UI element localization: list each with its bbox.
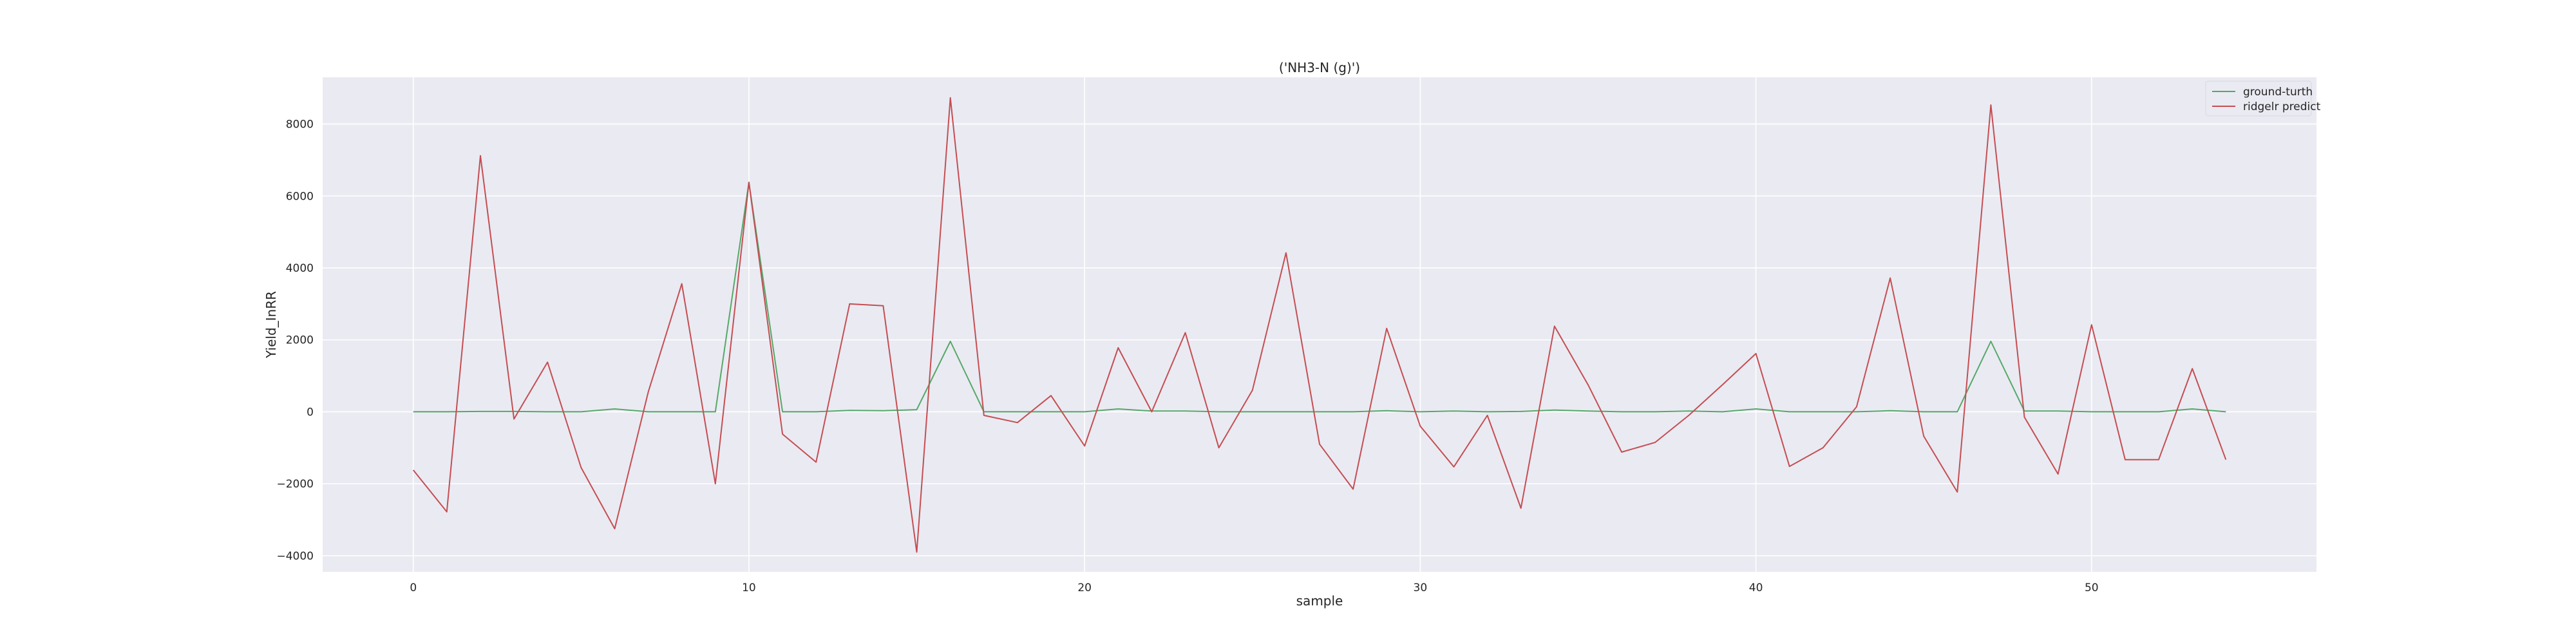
series-line-ground-turth [413,182,2226,413]
x-axis-label: sample [1296,593,1343,609]
chart-title: ('NH3-N (g)') [1279,60,1360,75]
y-tick-label-0: 0 [307,406,314,419]
legend-label-ridgelr-predict: ridgelr predict [2243,100,2321,113]
x-axis-ticks: 0 10 20 30 40 50 [410,582,2098,594]
y-axis-ticks: −4000 −2000 0 2000 4000 6000 8000 [276,118,314,563]
y-tick-label--2000: −2000 [276,478,314,491]
legend-box [2205,80,2312,117]
x-tick-label-30: 30 [1414,582,1428,594]
x-tick-label-0: 0 [410,582,417,594]
y-tick-label--4000: −4000 [276,550,314,563]
y-axis-label: Yield_InRR [263,291,279,359]
legend-label-ground-turth: ground-turth [2243,86,2313,99]
x-tick-label-40: 40 [1749,582,1763,594]
y-tick-label-2000: 2000 [286,334,314,347]
x-tick-label-10: 10 [742,582,756,594]
series-lines [412,97,2227,553]
x-tick-label-50: 50 [2085,582,2099,594]
y-tick-label-4000: 4000 [286,262,314,275]
x-tick-label-20: 20 [1077,582,1092,594]
plot-area [323,77,2316,572]
y-tick-label-8000: 8000 [286,118,314,131]
series-line-ridgelr-predict [412,97,2227,553]
legend: ground-turth ridgelr predict [2205,80,2321,117]
y-tick-label-6000: 6000 [286,190,314,203]
